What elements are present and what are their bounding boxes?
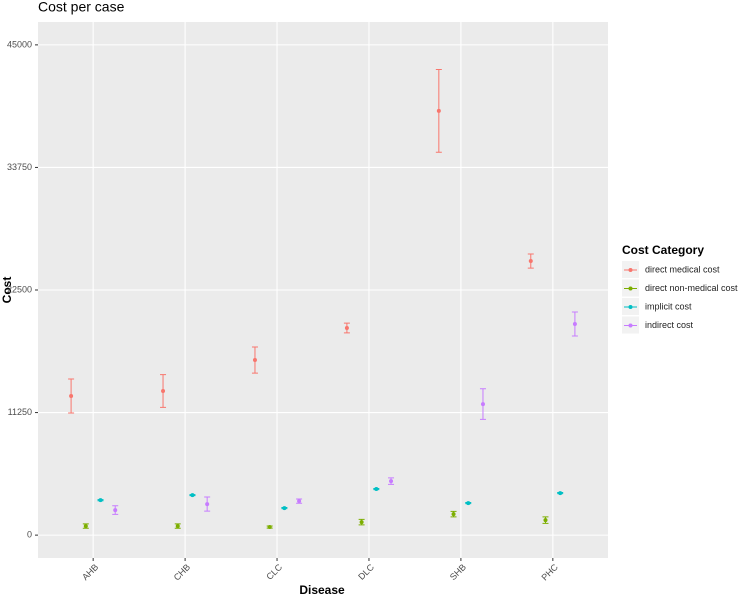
y-tick-label: 22500 — [7, 284, 32, 294]
x-tick-label: SHB — [448, 562, 468, 582]
legend-label: direct medical cost — [645, 264, 720, 274]
y-tick-label: 45000 — [7, 39, 32, 49]
point — [175, 524, 180, 529]
x-tick-label: AHB — [80, 562, 100, 582]
x-tick-label: PHC — [539, 562, 560, 583]
legend-label: direct non-medical cost — [645, 283, 738, 293]
point — [480, 402, 485, 407]
legend-dot — [628, 323, 633, 328]
point — [113, 508, 118, 513]
point — [528, 259, 533, 264]
legend-dot — [628, 268, 633, 272]
y-tick-label: 11250 — [8, 407, 32, 417]
point — [190, 493, 195, 498]
point — [83, 524, 88, 529]
point — [389, 479, 394, 484]
x-tick-label: CHB — [172, 562, 193, 583]
x-tick-label: DLC — [356, 562, 376, 582]
point — [252, 358, 257, 363]
legend-dot — [628, 286, 633, 291]
legend-title: Cost Category — [622, 243, 704, 257]
point — [297, 499, 302, 504]
legend-dot — [628, 305, 633, 309]
point — [205, 502, 210, 507]
y-tick-label: 33750 — [7, 162, 32, 172]
point — [572, 321, 577, 326]
point — [466, 501, 471, 506]
point — [98, 498, 103, 503]
point — [69, 394, 74, 399]
point — [543, 518, 548, 523]
legend-label: indirect cost — [645, 320, 694, 330]
point — [558, 491, 563, 496]
point — [267, 525, 272, 530]
point — [344, 326, 349, 331]
x-tick-label: CLC — [264, 562, 284, 582]
y-axis-title: Cost — [0, 277, 14, 304]
point — [359, 520, 364, 525]
point — [161, 388, 166, 393]
point — [374, 487, 379, 492]
x-axis-title: Disease — [299, 583, 345, 597]
point — [282, 506, 287, 511]
point — [451, 512, 456, 517]
y-tick-label: 0 — [27, 529, 32, 539]
point — [436, 108, 441, 113]
legend-label: implicit cost — [645, 301, 692, 311]
chart-title: Cost per case — [38, 0, 125, 15]
